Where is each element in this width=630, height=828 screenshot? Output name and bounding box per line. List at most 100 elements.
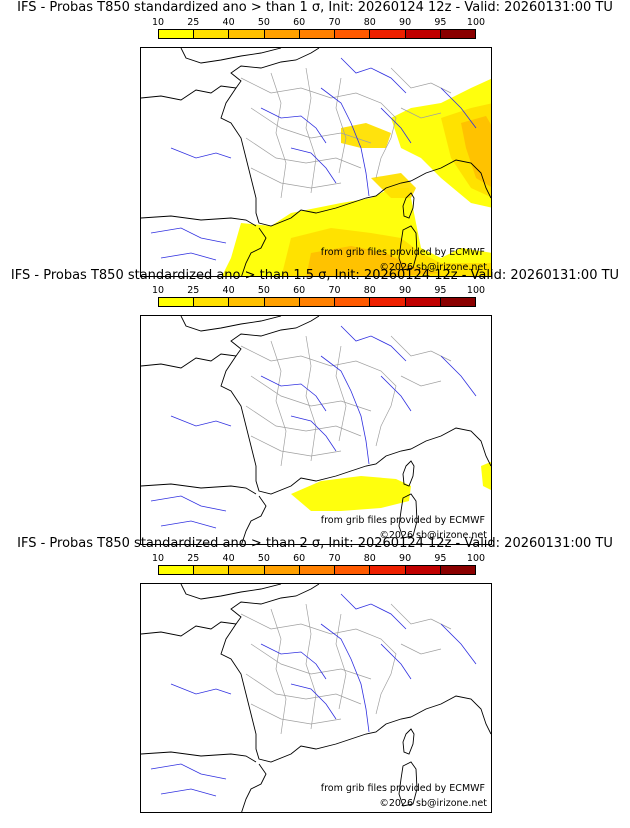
- colorbar-segment: [405, 566, 441, 574]
- corsica-coastline: [402, 728, 415, 755]
- river: [150, 227, 227, 244]
- admin-border: [250, 107, 372, 144]
- map-panel-3: IFS - Probas T850 standardized ano > tha…: [0, 536, 630, 813]
- river: [320, 87, 370, 197]
- colorbar-segment: [440, 30, 475, 38]
- river: [340, 325, 407, 362]
- river: [340, 57, 407, 94]
- admin-border: [245, 673, 362, 705]
- colorbar-segment: [264, 566, 300, 574]
- coastline: [141, 584, 412, 763]
- river: [160, 788, 217, 797]
- copyright-credit: ©2026 sb@irizone.net: [379, 262, 487, 273]
- river: [380, 107, 412, 144]
- colorbar-segment: [159, 30, 195, 38]
- panel-title: IFS - Probas T850 standardized ano > tha…: [17, 536, 613, 551]
- map-canvas: [141, 316, 491, 544]
- river: [380, 375, 412, 412]
- colorbar-tick-label: 80: [363, 17, 376, 28]
- colorbar-tick-label: 80: [363, 285, 376, 296]
- colorbar-tick-label: 25: [187, 553, 200, 564]
- admin-border: [240, 77, 397, 179]
- river: [320, 355, 370, 465]
- colorbar-tick-label: 90: [399, 17, 412, 28]
- colorbar-ticks: 10 25 40 50 60 70 80 90 95 100: [152, 17, 485, 29]
- probability-area: [306, 246, 441, 276]
- river: [290, 415, 337, 452]
- colorbar-ticks: 10 25 40 50 60 70 80 90 95 100: [152, 553, 486, 565]
- coastline: [141, 483, 267, 544]
- admin-border: [400, 375, 442, 387]
- colorbar-segment: [405, 298, 441, 306]
- admin-border: [335, 613, 347, 710]
- river: [440, 623, 477, 665]
- admin-border: [250, 375, 372, 412]
- colorbar-tick-label: 95: [434, 17, 447, 28]
- colorbar-segment: [405, 30, 441, 38]
- river: [320, 623, 370, 733]
- admin-border: [240, 613, 397, 715]
- admin-border: [250, 643, 372, 680]
- river: [380, 643, 412, 680]
- admin-border: [240, 345, 397, 447]
- colorbar-segment: [335, 566, 371, 574]
- colorbar-tick-label: 80: [363, 553, 376, 564]
- coastline: [180, 48, 282, 64]
- admin-border: [335, 345, 347, 442]
- colorbar-ticks: 10 25 40 50 60 70 80 90 95 100: [152, 285, 486, 297]
- colorbar-segment: [440, 566, 475, 574]
- admin-border: [245, 137, 362, 169]
- river: [260, 375, 327, 412]
- colorbar-segment: [299, 566, 336, 574]
- colorbar-tick-label: 90: [399, 285, 412, 296]
- colorbar-tick-label: 70: [328, 17, 341, 28]
- colorbar-tick-label: 100: [466, 553, 486, 564]
- colorbar-tick-label: 95: [434, 553, 447, 564]
- colorbar-segment: [299, 298, 336, 306]
- colorbar: [158, 29, 476, 39]
- colorbar-segment: [335, 298, 371, 306]
- colorbar-tick-label: 60: [293, 553, 306, 564]
- coastline: [180, 316, 282, 332]
- coastline: [141, 751, 267, 812]
- admin-border: [245, 405, 362, 437]
- coastline: [141, 48, 412, 227]
- panel-title: IFS - Probas T850 standardized ano > tha…: [10, 268, 620, 283]
- colorbar: [158, 565, 476, 575]
- admin-border: [335, 77, 347, 174]
- colorbar-tick-label: 60: [293, 17, 306, 28]
- corsica-coastline: [402, 460, 415, 487]
- copyright-credit: ©2026 sb@irizone.net: [379, 798, 487, 809]
- probability-area: [291, 476, 411, 511]
- colorbar-segment: [229, 566, 265, 574]
- sardinia-coastline: [398, 761, 418, 807]
- river: [260, 643, 327, 680]
- copyright-credit: ©2026 sb@irizone.net: [379, 530, 487, 541]
- colorbar-tick-label: 100: [466, 285, 486, 296]
- coastline: [141, 316, 412, 495]
- map-panel-1: IFS - Probas T850 standardized ano > tha…: [0, 0, 630, 277]
- colorbar-segment: [194, 298, 230, 306]
- river: [440, 355, 477, 397]
- source-credit: from grib files provided by ECMWF: [320, 783, 485, 794]
- admin-border: [270, 340, 287, 467]
- colorbar-segment: [229, 298, 265, 306]
- colorbar-segment: [299, 30, 336, 38]
- colorbar-segment: [159, 566, 195, 574]
- admin-border: [250, 703, 342, 725]
- probability-map: from grib files provided by ECMWF ©2026 …: [140, 583, 492, 813]
- colorbar-tick-label: 95: [434, 285, 447, 296]
- probability-area: [461, 116, 491, 187]
- colorbar-segment: [159, 298, 195, 306]
- map-canvas: [141, 584, 491, 812]
- colorbar-segment: [440, 298, 475, 306]
- colorbar-segment: [194, 566, 230, 574]
- colorbar-segment: [370, 30, 406, 38]
- admin-border: [270, 72, 287, 199]
- panel-title: IFS - Probas T850 standardized ano > tha…: [17, 0, 613, 15]
- coastline: [141, 215, 267, 276]
- colorbar-segment: [335, 30, 371, 38]
- colorbar-segment: [370, 298, 406, 306]
- colorbar-tick-label: 40: [222, 553, 235, 564]
- river: [170, 415, 232, 427]
